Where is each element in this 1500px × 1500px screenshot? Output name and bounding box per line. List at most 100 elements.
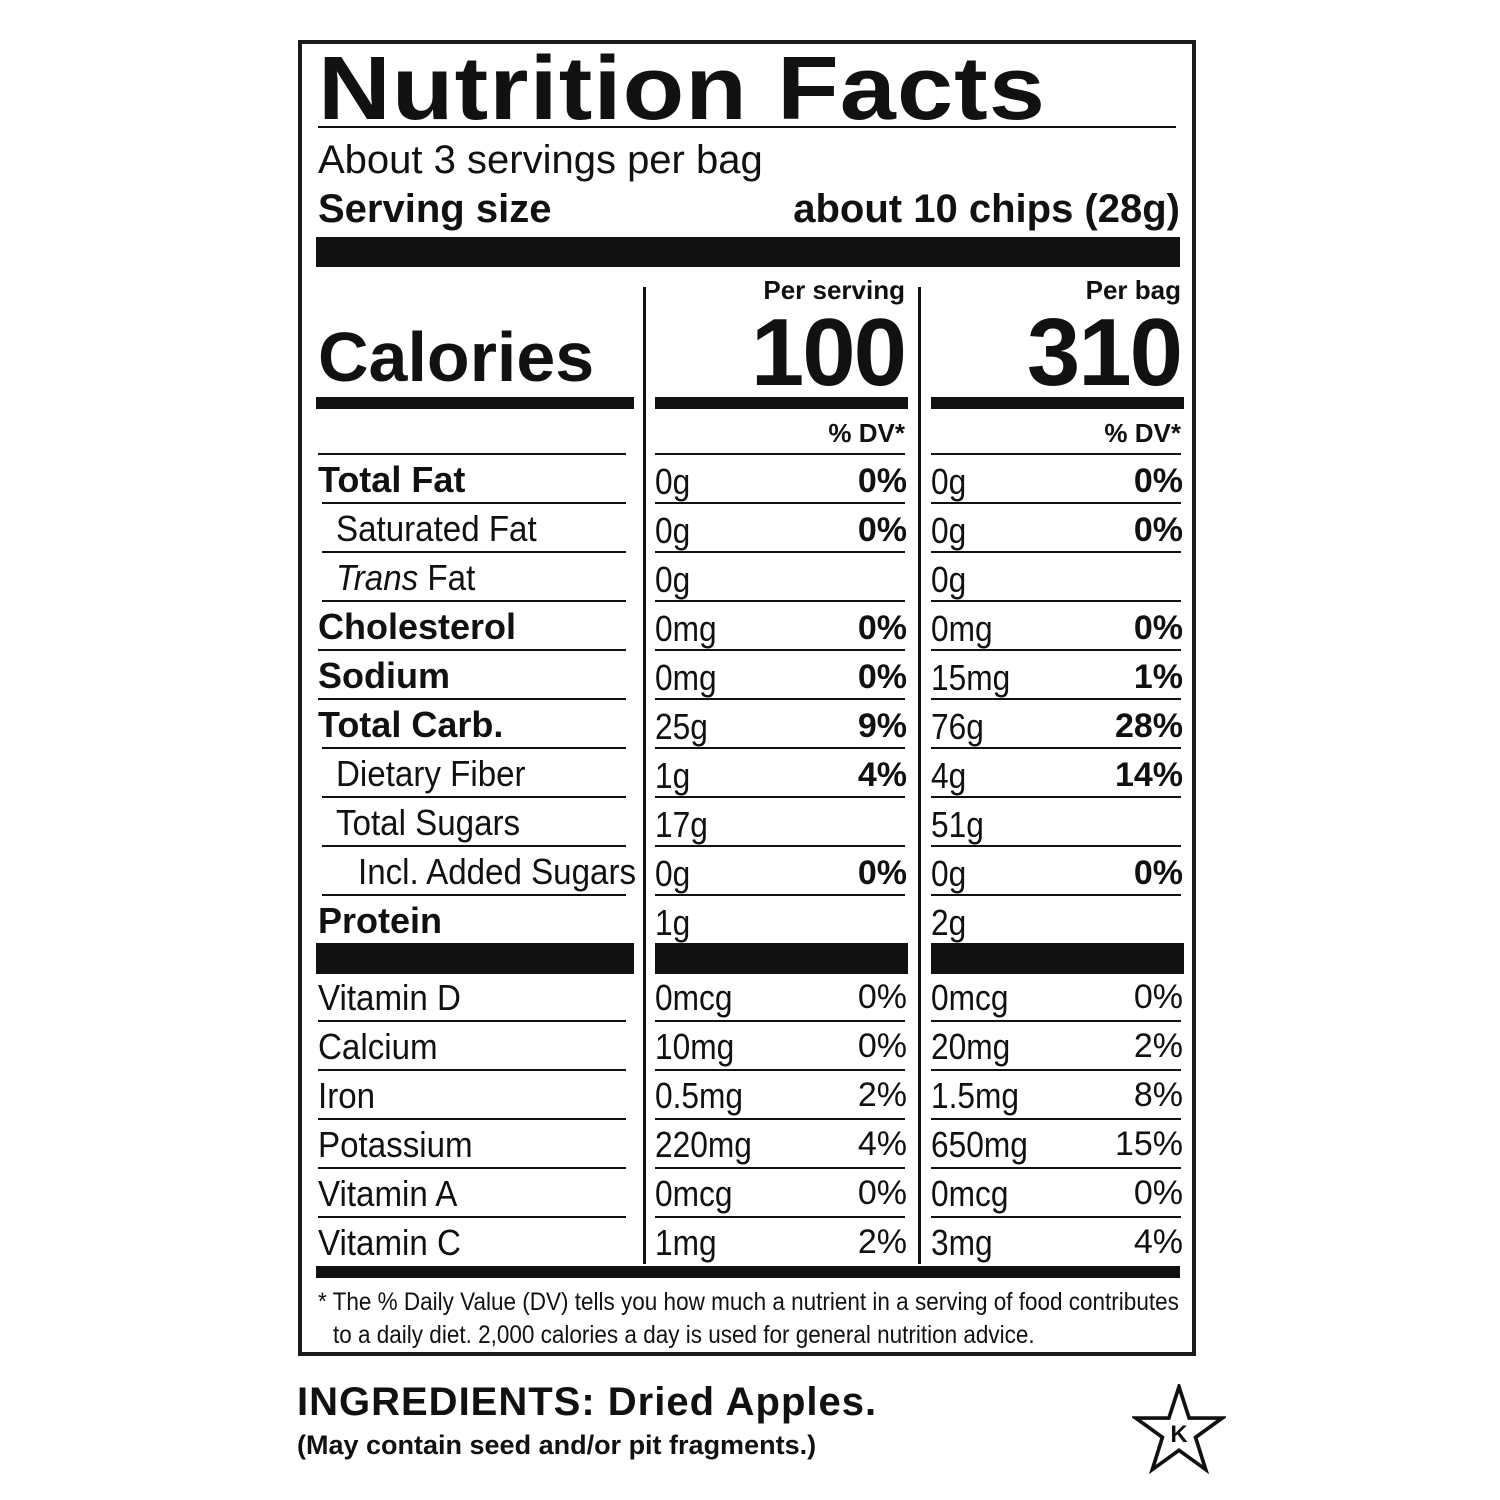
row-divider-serving [655, 502, 905, 504]
column-header-per-serving: Per serving [763, 275, 905, 305]
nutrient-amount: 1g [655, 755, 691, 796]
column-divider-1 [643, 287, 646, 1264]
calories-bar-serving [655, 397, 908, 409]
nutrient-dv: 0% [1133, 511, 1183, 549]
row-divider-serving [655, 600, 905, 602]
nutrient-dv: 0% [1133, 462, 1183, 500]
nutrient-amount: 2g [931, 902, 967, 943]
vitamin-label: Iron [318, 1075, 376, 1116]
row-divider-bag [931, 600, 1181, 602]
vitamin-dv: 4% [1133, 1223, 1183, 1261]
vitamin-dv: 2% [1133, 1027, 1183, 1065]
nutrient-label-italic: Trans [336, 557, 419, 598]
vitamin-label: Calcium [318, 1026, 438, 1067]
row-divider-label [322, 894, 626, 896]
row-divider-bag [931, 649, 1181, 651]
column-header-per-bag: Per bag [1085, 275, 1181, 305]
nutrient-amount: 1g [655, 902, 691, 943]
row-divider-bag [931, 551, 1181, 553]
row-divider-bag [931, 1118, 1181, 1120]
column-divider-2 [918, 287, 921, 1264]
nutrient-amount: 0mg [931, 608, 993, 649]
nutrient-amount: 76g [931, 706, 984, 747]
vitamin-amount: 0.5mg [655, 1075, 744, 1116]
nutrient-amount: 0g [931, 510, 967, 551]
row-divider-serving [655, 796, 905, 798]
nutrient-label: Incl. Added Sugars [358, 851, 637, 892]
thick-bar-vitamins-label [316, 943, 634, 974]
nutrient-dv: 28% [1114, 707, 1183, 745]
nutrient-label: Saturated Fat [336, 508, 537, 549]
nutrient-dv: 4% [857, 756, 907, 794]
kosher-star-icon: K [1132, 1384, 1226, 1475]
nutrient-amount: 0g [655, 461, 691, 502]
vitamin-label: Potassium [318, 1124, 473, 1165]
ingredients: INGREDIENTS: Dried Apples. [297, 1380, 878, 1424]
row-divider-bag [931, 894, 1181, 896]
row-divider-serving [655, 747, 905, 749]
row-divider-bag [931, 845, 1181, 847]
nutrient-amount: 17g [655, 804, 708, 845]
nutrient-amount: 0g [931, 853, 967, 894]
row-divider-bag [931, 1020, 1181, 1022]
row-divider-bag [931, 698, 1181, 700]
panel-title: Nutrition Facts [318, 39, 1047, 139]
nutrient-dv: 0% [1133, 609, 1183, 647]
calories-bar-bag [931, 397, 1184, 409]
nutrient-dv: 0% [1133, 854, 1183, 892]
nutrient-label: Sodium [318, 655, 450, 696]
row-divider-serving [655, 1069, 905, 1071]
row-divider-serving [655, 698, 905, 700]
serving-size-label: Serving size [318, 187, 552, 231]
row-divider-label [322, 845, 626, 847]
thick-bar-vitamins-bag [931, 943, 1184, 974]
nutrient-amount: 4g [931, 755, 967, 796]
kosher-symbol-letter: K [1170, 1421, 1188, 1448]
dv-header-per-serving: % DV* [828, 418, 905, 448]
allergen-note: (May contain seed and/or pit fragments.) [297, 1430, 817, 1460]
row-divider-label [322, 600, 626, 602]
calories-per-bag: 310 [1026, 299, 1183, 406]
vitamin-dv: 2% [857, 1223, 907, 1261]
vitamin-dv: 0% [857, 1027, 907, 1065]
nutrient-dv: 1% [1133, 658, 1183, 696]
calories-bar-label [316, 397, 634, 409]
row-divider-label [318, 698, 626, 700]
row-divider-label [318, 1020, 626, 1022]
row-divider-label [318, 1216, 626, 1218]
nutrient-dv: 0% [857, 511, 907, 549]
row-divider-serving [655, 649, 905, 651]
nutrient-amount: 0mg [655, 657, 717, 698]
vitamin-amount: 3mg [931, 1222, 993, 1263]
row-divider-bag [931, 796, 1181, 798]
nutrient-dv: 0% [857, 854, 907, 892]
nutrient-amount: 15mg [931, 657, 1011, 698]
vitamin-dv: 4% [857, 1125, 907, 1163]
bottom-bar [316, 1266, 1180, 1278]
nutrient-label: Protein [318, 900, 443, 941]
vitamin-amount: 0mcg [931, 977, 1009, 1018]
nutrient-label: Total Sugars [336, 802, 521, 843]
vitamin-dv: 8% [1133, 1076, 1183, 1114]
row-divider-serving [655, 551, 905, 553]
row-divider-bag [931, 453, 1181, 455]
vitamin-dv: 0% [1133, 978, 1183, 1016]
nutrient-amount: 0g [655, 510, 691, 551]
row-divider-label [322, 502, 626, 504]
nutrient-amount: 0g [931, 559, 967, 600]
nutrient-label: Cholesterol [318, 606, 517, 647]
vitamin-amount: 0mcg [655, 977, 733, 1018]
row-divider-bag [931, 1167, 1181, 1169]
vitamin-label: Vitamin C [318, 1222, 461, 1263]
vitamin-amount: 20mg [931, 1026, 1011, 1067]
nutrient-amount: 0g [931, 461, 967, 502]
row-divider-serving [655, 1020, 905, 1022]
thick-bar-vitamins-serving [655, 943, 908, 974]
row-divider-serving [655, 1167, 905, 1169]
vitamin-amount: 0mcg [655, 1173, 733, 1214]
title-rule [318, 126, 1176, 128]
vitamin-amount: 220mg [655, 1124, 752, 1165]
vitamin-amount: 650mg [931, 1124, 1028, 1165]
nutrient-label: Total Fat [318, 459, 466, 500]
nutrient-amount: 0g [655, 853, 691, 894]
